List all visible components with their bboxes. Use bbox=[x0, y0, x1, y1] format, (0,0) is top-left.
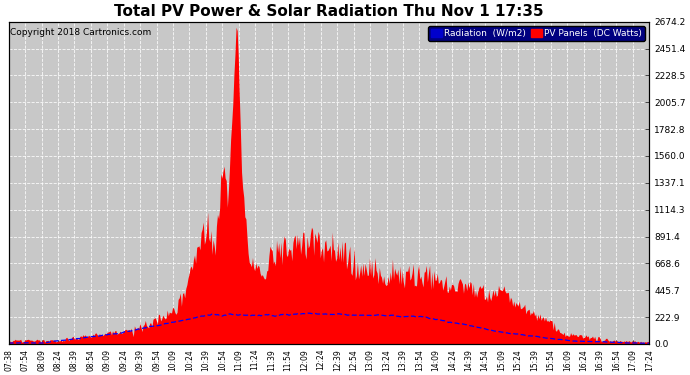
Legend: Radiation  (W/m2), PV Panels  (DC Watts): Radiation (W/m2), PV Panels (DC Watts) bbox=[428, 26, 645, 40]
Text: Copyright 2018 Cartronics.com: Copyright 2018 Cartronics.com bbox=[10, 28, 151, 37]
Title: Total PV Power & Solar Radiation Thu Nov 1 17:35: Total PV Power & Solar Radiation Thu Nov… bbox=[114, 4, 544, 19]
